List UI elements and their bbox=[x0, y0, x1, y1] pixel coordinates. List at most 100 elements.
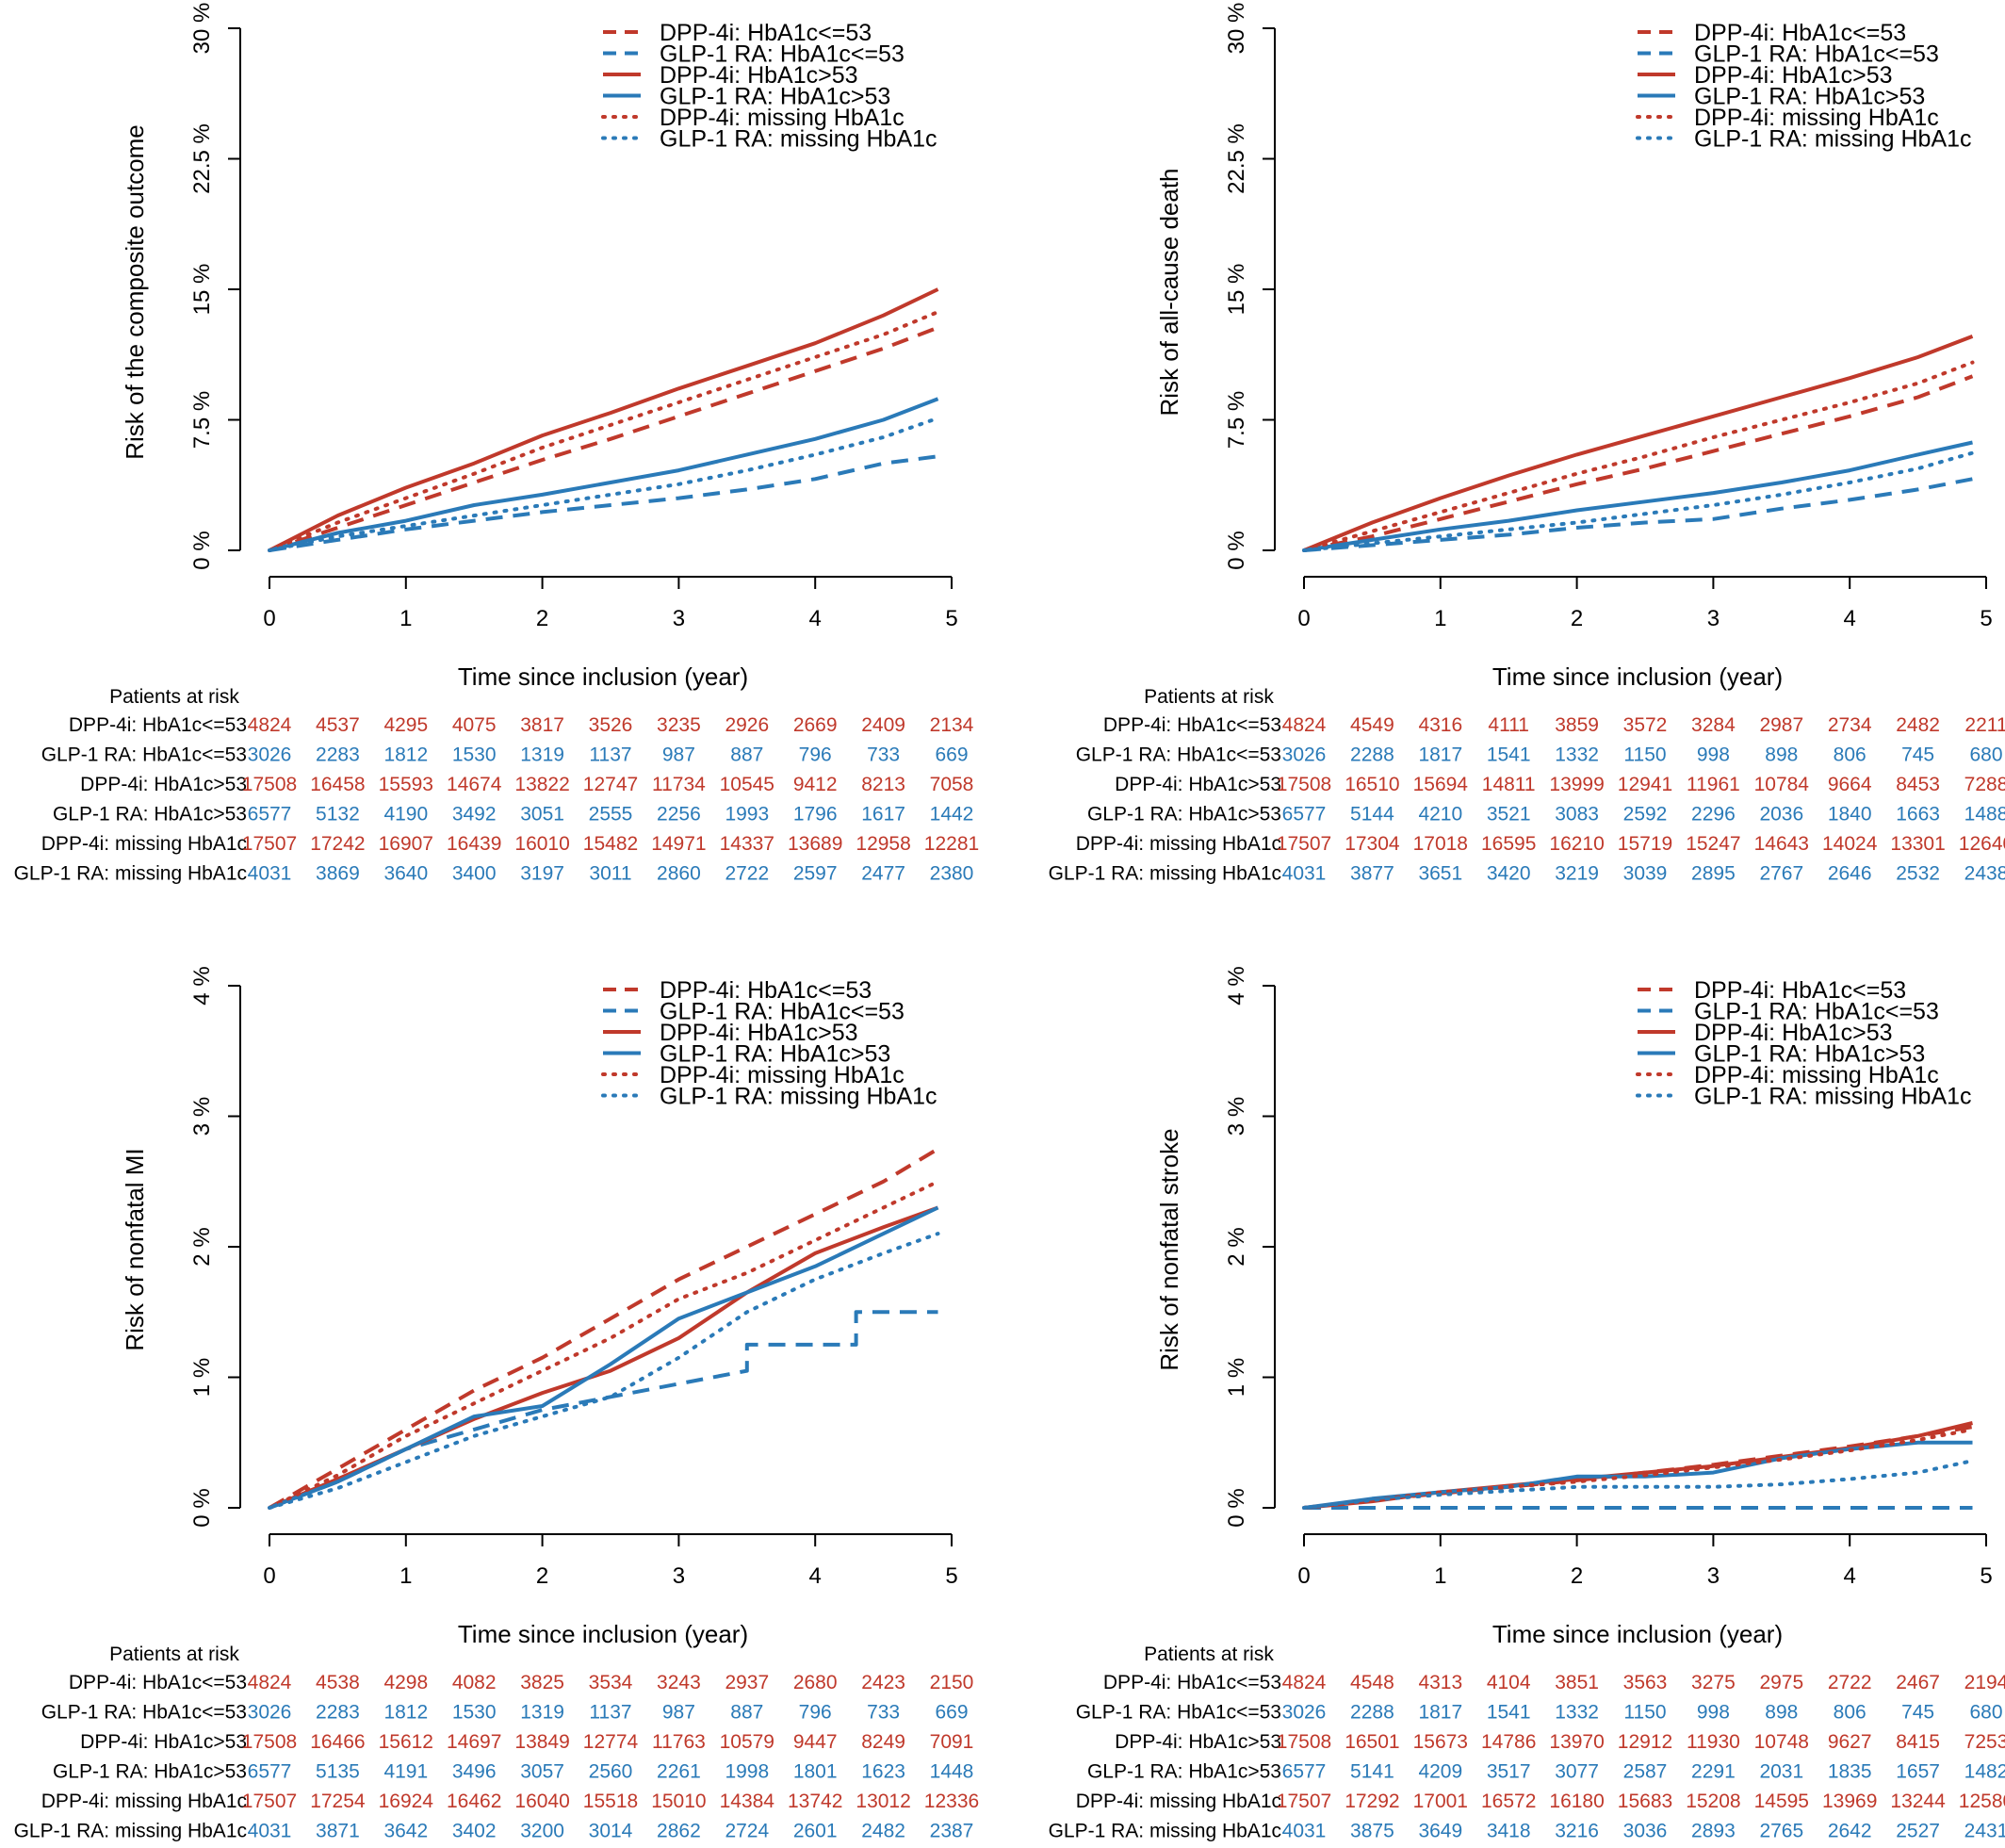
risk-count: 2555 bbox=[589, 804, 633, 826]
risk-count: 2893 bbox=[1691, 1821, 1736, 1842]
risk-count: 3851 bbox=[1555, 1672, 1599, 1693]
risk-count: 15482 bbox=[583, 833, 638, 855]
risk-count: 3572 bbox=[1623, 714, 1668, 736]
risk-count: 17018 bbox=[1413, 833, 1468, 855]
risk-count: 796 bbox=[799, 744, 832, 766]
risk-table-title: Patients at risk bbox=[1144, 1644, 1274, 1665]
x-tick-label: 4 bbox=[1844, 1563, 1856, 1589]
legend-label: DPP-4i: missing HbA1c bbox=[660, 1062, 905, 1088]
x-tick-label: 2 bbox=[1571, 1563, 1583, 1589]
risk-count: 3418 bbox=[1487, 1821, 1531, 1842]
legend-label: DPP-4i: missing HbA1c bbox=[1694, 105, 1939, 131]
risk-count: 3036 bbox=[1623, 1821, 1668, 1842]
risk-count: 2482 bbox=[1896, 714, 1940, 736]
risk-row-label: GLP-1 RA: HbA1c<=53 bbox=[41, 744, 247, 766]
risk-count: 680 bbox=[1969, 1702, 2002, 1724]
series-line-2 bbox=[269, 454, 938, 552]
risk-count: 14786 bbox=[1481, 1731, 1536, 1753]
legend-label: GLP-1 RA: missing HbA1c bbox=[660, 126, 937, 153]
risk-count: 898 bbox=[1765, 1702, 1798, 1724]
risk-count: 13301 bbox=[1890, 833, 1945, 855]
legend-label: DPP-4i: HbA1c<=53 bbox=[1694, 20, 1906, 46]
risk-count: 1541 bbox=[1487, 1702, 1531, 1724]
risk-count: 1817 bbox=[1418, 744, 1462, 766]
risk-count: 796 bbox=[799, 1702, 832, 1724]
risk-table: Patients at risk DPP-4i: HbA1c<=53 4824 453… bbox=[14, 686, 980, 885]
panel-2: 0 % 7.5 % 15 % 22.5 % 30 % Risk of all-cause … bbox=[1049, 3, 2005, 885]
risk-count: 2288 bbox=[1350, 744, 1394, 766]
series-line-1 bbox=[269, 1147, 939, 1510]
risk-count: 3235 bbox=[657, 714, 701, 736]
risk-count: 1319 bbox=[520, 744, 564, 766]
risk-count: 2387 bbox=[930, 1821, 974, 1842]
risk-count: 1530 bbox=[452, 744, 497, 766]
risk-count: 14811 bbox=[1482, 774, 1536, 795]
risk-row-label: GLP-1 RA: HbA1c>53 bbox=[1087, 804, 1281, 826]
risk-count: 1332 bbox=[1555, 744, 1599, 766]
risk-count: 12336 bbox=[924, 1791, 979, 1812]
legend-label: GLP-1 RA: missing HbA1c bbox=[1694, 1084, 1972, 1110]
series-line-5 bbox=[268, 310, 940, 552]
risk-count: 2601 bbox=[793, 1821, 838, 1842]
risk-count: 745 bbox=[1901, 1702, 1934, 1724]
risk-count: 4548 bbox=[1350, 1672, 1394, 1693]
risk-count: 4111 bbox=[1488, 714, 1529, 736]
legend-label: GLP-1 RA: HbA1c<=53 bbox=[1694, 41, 1939, 68]
risk-count: 17508 bbox=[242, 774, 297, 795]
series-line-5 bbox=[1302, 360, 1975, 552]
risk-count: 1993 bbox=[725, 804, 769, 826]
risk-count: 4031 bbox=[248, 863, 292, 885]
risk-count: 3640 bbox=[383, 863, 428, 885]
risk-count: 3026 bbox=[1282, 744, 1327, 766]
risk-row-label: DPP-4i: missing HbA1c bbox=[41, 1791, 247, 1812]
risk-count: 4209 bbox=[1418, 1761, 1462, 1783]
y-tick-label: 3 % bbox=[1224, 1097, 1249, 1136]
risk-count: 1623 bbox=[861, 1761, 905, 1783]
risk-row-label: DPP-4i: HbA1c<=53 bbox=[1103, 1672, 1281, 1693]
risk-count: 15010 bbox=[651, 1791, 706, 1812]
risk-count: 10784 bbox=[1754, 774, 1810, 795]
risk-count: 898 bbox=[1765, 744, 1798, 766]
risk-count: 2560 bbox=[589, 1761, 633, 1783]
risk-count: 4824 bbox=[248, 1672, 292, 1693]
risk-count: 4538 bbox=[316, 1672, 360, 1693]
risk-count: 2646 bbox=[1828, 863, 1872, 885]
x-tick-label: 4 bbox=[809, 606, 822, 631]
risk-count: 3284 bbox=[1691, 714, 1736, 736]
risk-count: 2926 bbox=[725, 714, 769, 736]
risk-count: 15518 bbox=[583, 1791, 638, 1812]
risk-count: 3275 bbox=[1691, 1672, 1736, 1693]
risk-row-label: GLP-1 RA: HbA1c>53 bbox=[53, 1761, 247, 1783]
x-tick-label: 5 bbox=[945, 606, 957, 631]
y-tick-label: 22.5 % bbox=[1224, 123, 1249, 194]
risk-count: 15247 bbox=[1686, 833, 1740, 855]
legend-label: DPP-4i: HbA1c>53 bbox=[1694, 62, 1893, 89]
risk-count: 669 bbox=[935, 744, 968, 766]
legend-label: GLP-1 RA: missing HbA1c bbox=[660, 1084, 937, 1110]
risk-count: 1319 bbox=[520, 1702, 564, 1724]
risk-count: 16462 bbox=[447, 1791, 501, 1812]
risk-count: 806 bbox=[1834, 1702, 1866, 1724]
series-line-2 bbox=[1303, 477, 1973, 552]
risk-count: 4210 bbox=[1418, 804, 1462, 826]
risk-count: 12747 bbox=[583, 774, 638, 795]
risk-count: 3011 bbox=[589, 863, 631, 885]
risk-count: 2438 bbox=[1964, 863, 2005, 885]
y-tick-label: 15 % bbox=[1224, 264, 1249, 316]
risk-count: 13012 bbox=[856, 1791, 910, 1812]
risk-count: 7058 bbox=[930, 774, 974, 795]
risk-count: 12640 bbox=[1959, 833, 2005, 855]
risk-count: 3026 bbox=[1282, 1702, 1327, 1724]
risk-count: 2937 bbox=[725, 1672, 769, 1693]
risk-count: 1137 bbox=[589, 744, 631, 766]
risk-count: 8213 bbox=[861, 774, 905, 795]
legend-label: GLP-1 RA: HbA1c>53 bbox=[1694, 1041, 1925, 1068]
risk-count: 3521 bbox=[1487, 804, 1531, 826]
risk-count: 12912 bbox=[1618, 1731, 1672, 1753]
risk-count: 4031 bbox=[248, 1821, 292, 1842]
risk-count: 2532 bbox=[1896, 863, 1940, 885]
x-tick-label: 1 bbox=[399, 1563, 412, 1589]
risk-row-label: GLP-1 RA: HbA1c<=53 bbox=[1076, 1702, 1281, 1724]
risk-count: 1835 bbox=[1828, 1761, 1872, 1783]
